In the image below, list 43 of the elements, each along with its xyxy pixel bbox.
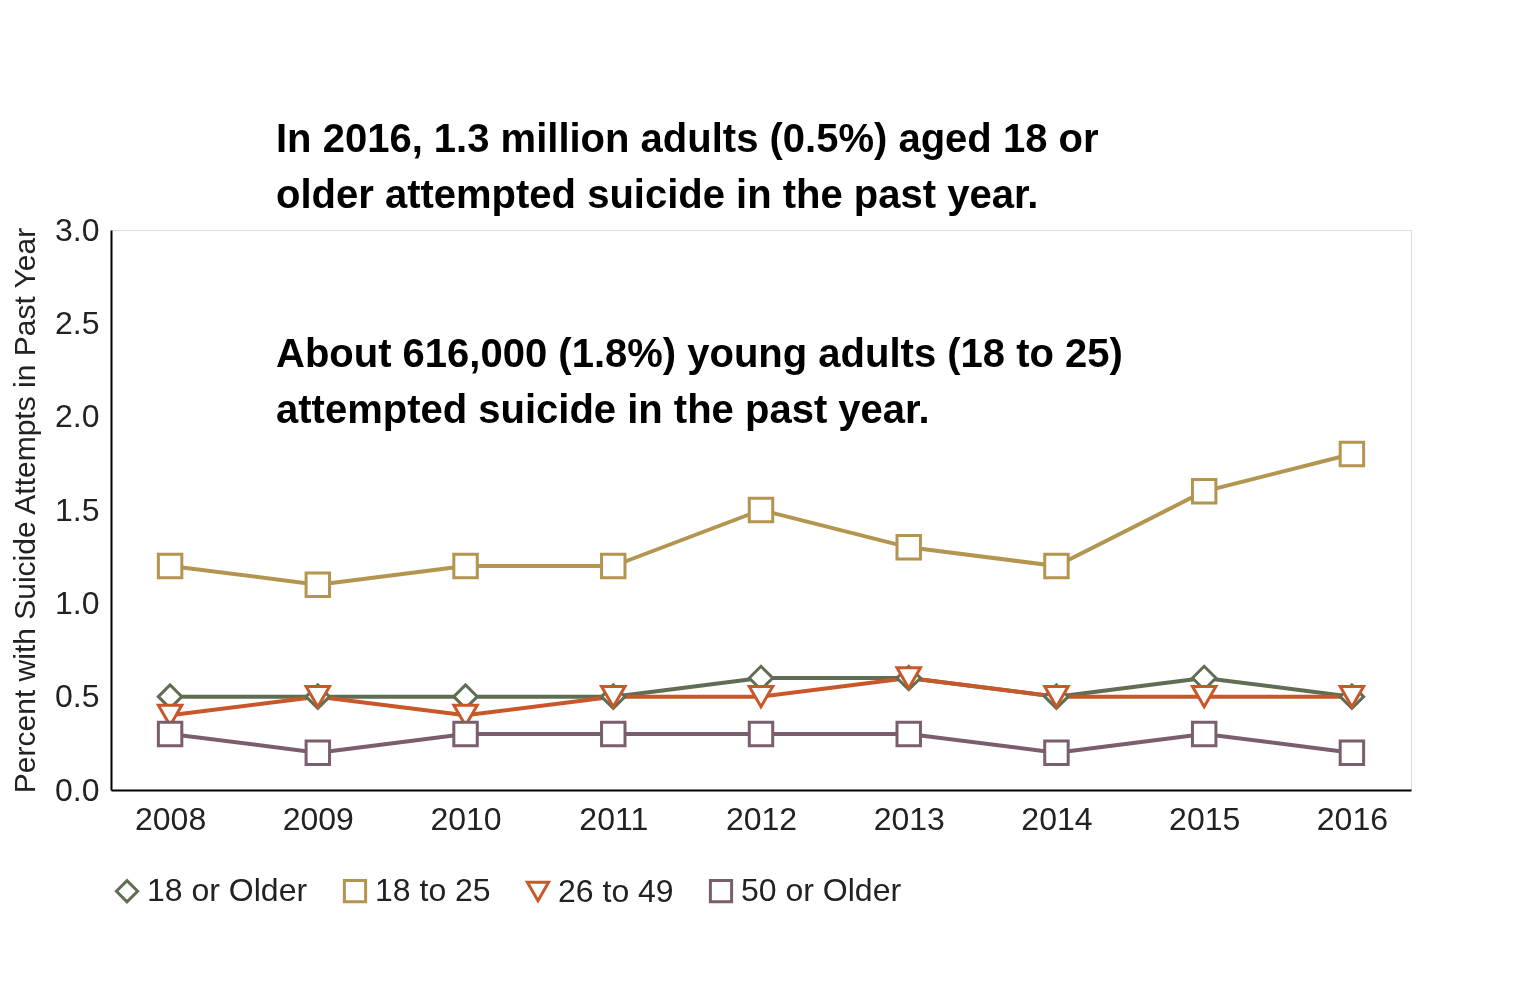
x-tick-label: 2015 [1169,800,1241,837]
y-tick-label: 1.5 [55,491,100,528]
point [1338,440,1366,468]
point [747,496,775,524]
x-tick-label: 2013 [873,800,945,837]
y-tick-label: 0.0 [55,771,100,808]
x-tick-label: 2014 [1021,800,1093,837]
x-tick-label: 2012 [725,800,798,837]
point [156,552,184,580]
point [304,571,332,598]
legend-label: 26 to 49 [558,872,674,909]
x-tick-label: 2016 [1316,800,1388,837]
y-tick-label: 1.0 [55,584,100,621]
y-axis-title: Percent with Suicide Attempts in Past Year [8,227,42,794]
y-tick-label: 3.0 [55,211,100,248]
x-tick-label: 2009 [282,800,354,837]
x-tick-label: 2010 [430,800,502,837]
point [895,534,922,561]
y-tick-label: 2.5 [55,304,100,341]
legend-label: 18 to 25 [375,872,491,909]
point [747,720,775,748]
annotation: About 616,000 (1.8%) young adults (18 to 25) attempted suicide in the past year. [276,331,1123,431]
point [1043,739,1070,766]
point [1338,739,1366,766]
point [1190,685,1218,709]
x-tick-label: 2011 [579,800,649,837]
y-tick-label: 2.0 [55,398,100,435]
point [1190,720,1218,748]
point [452,552,479,580]
point [1190,478,1218,505]
point [1043,552,1070,580]
legend-label: 50 or Older [741,872,902,909]
point [600,552,627,580]
point [304,739,332,766]
y-tick-label: 0.5 [55,678,100,715]
point [156,720,184,748]
point [452,720,479,748]
point [747,685,775,709]
point [895,720,922,748]
x-tick-label: 2008 [135,800,207,837]
point [600,720,627,748]
legend-label: 18 or Older [147,872,308,909]
text: In 2016, 1.3 million adults (0.5%) aged 18 or older attempted suicide in the past year. [276,116,1099,216]
